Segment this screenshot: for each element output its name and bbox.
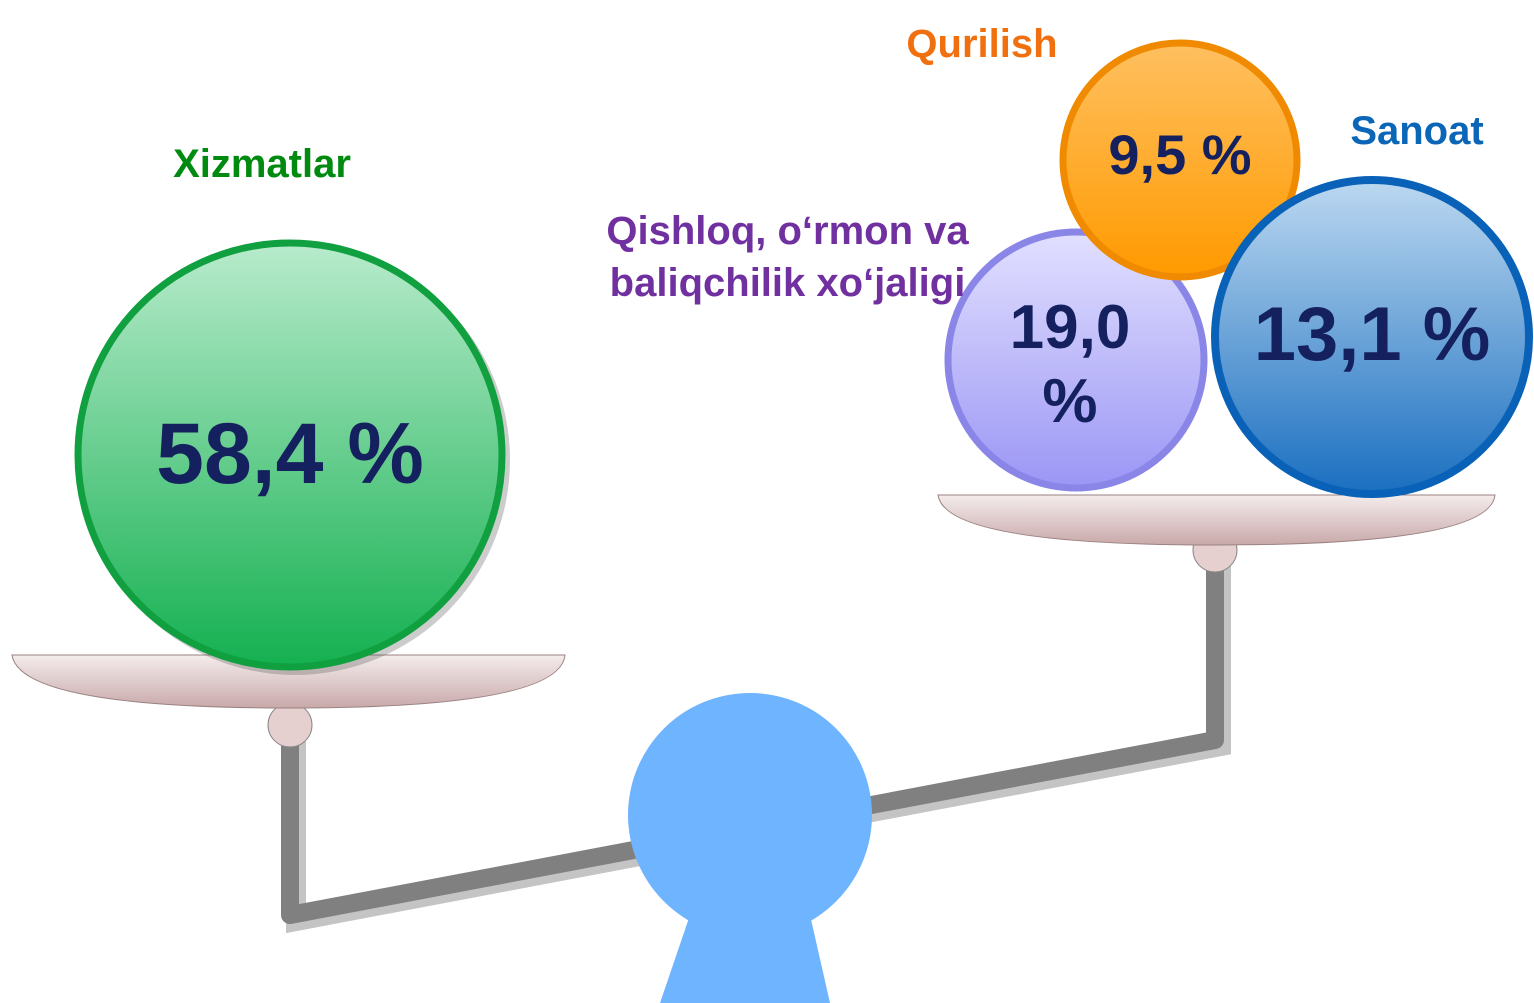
label: Qurilish — [852, 18, 1112, 70]
page: Xizmatlar 58,4 % Qurilish 9,5 % Qishloq,… — [0, 0, 1534, 1003]
figure-head — [628, 693, 872, 937]
pan — [938, 495, 1495, 545]
label: Xizmatlar — [112, 138, 412, 190]
label: Sanoat — [1317, 105, 1517, 157]
value: 9,5 % — [1080, 105, 1280, 205]
knob — [268, 703, 312, 747]
value: 13,1 % — [1222, 280, 1522, 390]
value: 58,4 % — [90, 355, 490, 555]
value: 19,0 % — [985, 280, 1155, 450]
label: Qishloq, o‘rmon va baliqchilik xo‘jaligi — [595, 205, 980, 309]
